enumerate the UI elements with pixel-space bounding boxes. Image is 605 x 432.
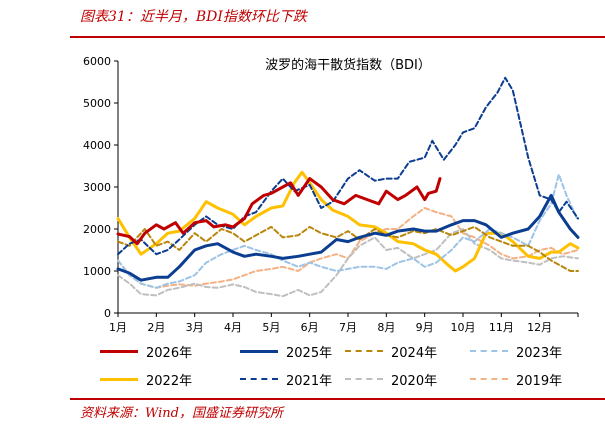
x-tick-label: 4月	[224, 321, 242, 334]
y-tick-label: 1000	[83, 265, 111, 278]
legend-item: 2021年	[240, 371, 333, 389]
y-tick-label: 5000	[83, 97, 111, 110]
figure-caption: 图表31：近半月，BDI指数环比下跌	[80, 9, 307, 25]
y-tick-label: 4000	[83, 139, 111, 152]
legend-swatch	[470, 378, 508, 380]
footer-rule	[70, 398, 605, 400]
legend-swatch	[100, 349, 138, 353]
legend-label: 2023年	[516, 345, 563, 361]
series-line-2023	[117, 173, 579, 289]
header-rule	[70, 36, 605, 38]
series-line-2019	[117, 207, 579, 289]
x-tick-label: 2月	[147, 321, 165, 334]
legend-label: 2024年	[391, 345, 438, 361]
x-tick-label: 11月	[489, 321, 514, 334]
x-tick-label: 8月	[377, 321, 395, 334]
x-tick-label: 6月	[301, 321, 319, 334]
x-tick-label: 5月	[262, 321, 280, 334]
legend-item: 2022年	[100, 371, 193, 389]
y-tick-label: 3000	[83, 181, 111, 194]
y-tick-label: 2000	[83, 223, 111, 236]
legend-item: 2025年	[240, 343, 333, 361]
legend-label: 2020年	[391, 373, 438, 389]
legend-item: 2024年	[345, 343, 438, 361]
series-line-2024	[117, 225, 579, 272]
legend-item: 2019年	[470, 371, 563, 389]
y-tick-label: 0	[104, 307, 111, 320]
legend-swatch	[100, 377, 138, 381]
series-line-2020	[117, 228, 579, 298]
legend-label: 2025年	[286, 345, 333, 361]
legend-label: 2026年	[146, 345, 193, 361]
legend-swatch	[240, 349, 278, 353]
legend-label: 2022年	[146, 373, 193, 389]
legend-item: 2026年	[100, 343, 193, 361]
legend-label: 2019年	[516, 373, 563, 389]
x-tick-label: 12月	[527, 321, 552, 334]
legend-swatch	[345, 350, 383, 352]
legend-item: 2023年	[470, 343, 563, 361]
x-tick-label: 7月	[339, 321, 357, 334]
legend-swatch	[240, 378, 278, 380]
legend-swatch	[470, 350, 508, 352]
legend-label: 2021年	[286, 373, 333, 389]
x-tick-label: 1月	[109, 321, 127, 334]
series-line-2026	[116, 177, 442, 246]
legend-swatch	[345, 378, 383, 380]
series-line-2021	[117, 76, 579, 256]
legend-item: 2020年	[345, 371, 438, 389]
y-tick-label: 6000	[83, 55, 111, 68]
chart-title: 波罗的海干散货指数（BDI）	[265, 58, 431, 73]
x-tick-label: 10月	[451, 321, 476, 334]
source-note: 资料来源：Wind，国盛证券研究所	[80, 406, 283, 421]
x-tick-label: 3月	[186, 321, 204, 334]
x-tick-label: 9月	[416, 321, 434, 334]
series-line-2025	[116, 193, 580, 282]
series-line-2022	[116, 170, 580, 273]
